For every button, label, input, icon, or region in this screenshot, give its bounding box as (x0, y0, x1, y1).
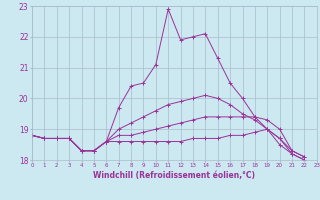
X-axis label: Windchill (Refroidissement éolien,°C): Windchill (Refroidissement éolien,°C) (93, 171, 255, 180)
